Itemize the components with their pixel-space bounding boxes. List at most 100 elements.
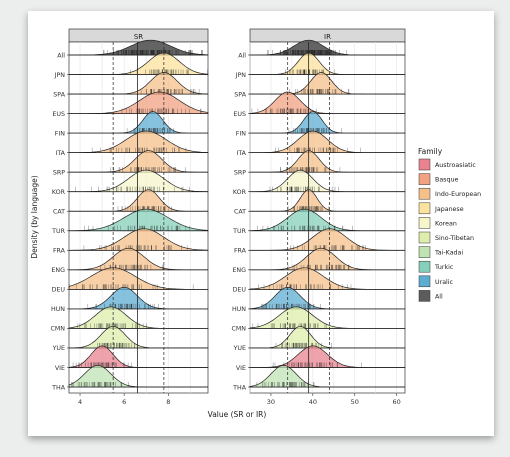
y-tick-label: THA (232, 384, 247, 391)
x-tick-label: 50 (351, 398, 359, 406)
ridge-ir-all (250, 39, 405, 56)
density-curve (68, 111, 209, 134)
legend-swatch (418, 260, 431, 273)
legend-label: Indo-European (435, 191, 481, 198)
y-tick-label: THA (51, 384, 66, 391)
density-curve (69, 39, 209, 56)
legend-title: Family (418, 147, 443, 156)
y-tick-label: DEU (52, 287, 66, 294)
density-curve (68, 345, 209, 368)
legend-label: All (435, 293, 443, 300)
x-tick-label: 6 (122, 398, 126, 406)
ridge-ir-eng (249, 247, 406, 271)
rug-marks (110, 167, 186, 173)
rug-marks (275, 342, 332, 348)
density-curve (68, 130, 209, 153)
density-curve (249, 247, 406, 271)
y-tick-label: CMN (231, 326, 246, 333)
density-curve (68, 365, 208, 388)
rug-marks (71, 382, 129, 387)
ridge-ir-cat (249, 189, 406, 212)
rug-marks (272, 362, 362, 368)
density-curve (249, 189, 406, 212)
ridge-ir-tha (249, 365, 405, 388)
density-curve (249, 286, 406, 310)
y-tick-label: SRP (53, 169, 65, 176)
rug-marks (290, 245, 366, 251)
ridge-ir-cmn (249, 306, 406, 329)
rug-marks (258, 284, 352, 290)
y-tick-label: VIE (236, 365, 246, 372)
density-curve (68, 189, 209, 212)
ridge-sr-hun (68, 286, 209, 310)
density-curve (68, 247, 209, 271)
density-curve (249, 72, 406, 95)
rug-marks (121, 108, 202, 114)
density-curve (249, 228, 406, 251)
x-tick-label: 4 (78, 398, 82, 406)
legend-swatch (418, 158, 431, 171)
legend-label: Tai-Kadai (434, 250, 463, 257)
density-curve (68, 91, 209, 114)
y-tick-label: CMN (50, 326, 65, 333)
x-tick-label: 60 (392, 398, 400, 406)
rug-marks (100, 264, 165, 270)
ridge-sr-all (69, 39, 209, 56)
y-tick-label: All (57, 52, 65, 59)
density-curve (68, 267, 209, 290)
legend-label: Uralic (435, 279, 454, 286)
density-curve (68, 72, 209, 95)
ridge-ir-kor (249, 169, 406, 193)
legend-swatch (418, 275, 431, 288)
rug-marks (69, 284, 194, 290)
y-tick-label: All (238, 52, 246, 59)
ridge-sr-tha (68, 365, 208, 388)
y-tick-label: YUE (233, 345, 246, 352)
legend-swatch (418, 217, 431, 229)
legend-swatch (418, 173, 431, 185)
ridge-sr-fra (68, 228, 209, 251)
density-curve (68, 286, 209, 310)
y-tick-label: TUR (232, 228, 246, 235)
density-curve (68, 208, 209, 232)
y-tick-label: ITA (236, 150, 246, 157)
y-tick-label: FIN (236, 130, 246, 137)
rug-marks (269, 186, 339, 192)
rug-marks (267, 50, 347, 55)
y-axis-title: Density (by language) (30, 175, 39, 258)
y-tick-label: ENG (232, 267, 246, 274)
legend-swatch (418, 187, 431, 200)
rug-marks (251, 108, 317, 114)
rug-marks (287, 264, 350, 270)
ridge-sr-cmn (68, 306, 209, 329)
ridge-sr-ita (68, 130, 209, 154)
rug-marks (83, 245, 188, 251)
ridge-sr-yue (68, 326, 209, 349)
density-curve (68, 228, 209, 251)
rug-marks (91, 147, 187, 153)
density-curve (249, 267, 406, 290)
density-curve (249, 130, 406, 153)
legend-label: Sino-Tibetan (435, 235, 474, 242)
rug-marks (289, 89, 350, 95)
legend-label: Austroasiatic (435, 162, 476, 169)
rug-marks (130, 69, 208, 75)
ridge-ir-ita (249, 130, 406, 154)
x-axis-title: Value (SR or IR) (208, 410, 267, 419)
density-curve (249, 91, 406, 114)
density-curve (249, 150, 406, 173)
y-tick-label: CAT (234, 209, 246, 216)
ridge-ir-srp (249, 150, 406, 173)
legend-label: Basque (435, 177, 458, 184)
legend-swatch (418, 202, 431, 215)
ridge-sr-deu (68, 267, 209, 290)
y-tick-label: HUN (51, 306, 65, 313)
legend-label: Korean (435, 220, 457, 227)
ridge-sr-kor (68, 169, 209, 193)
y-tick-label: VIE (55, 365, 65, 372)
density-curve (68, 150, 209, 173)
y-tick-label: EUS (233, 111, 246, 118)
ridgeline-chart: SR All JPN SPA EUS FIN ITA SRP KOR CAT TUR FRA ENG DE… (30, 28, 481, 419)
density-curve (68, 326, 209, 349)
y-tick-label: SPA (234, 91, 246, 98)
